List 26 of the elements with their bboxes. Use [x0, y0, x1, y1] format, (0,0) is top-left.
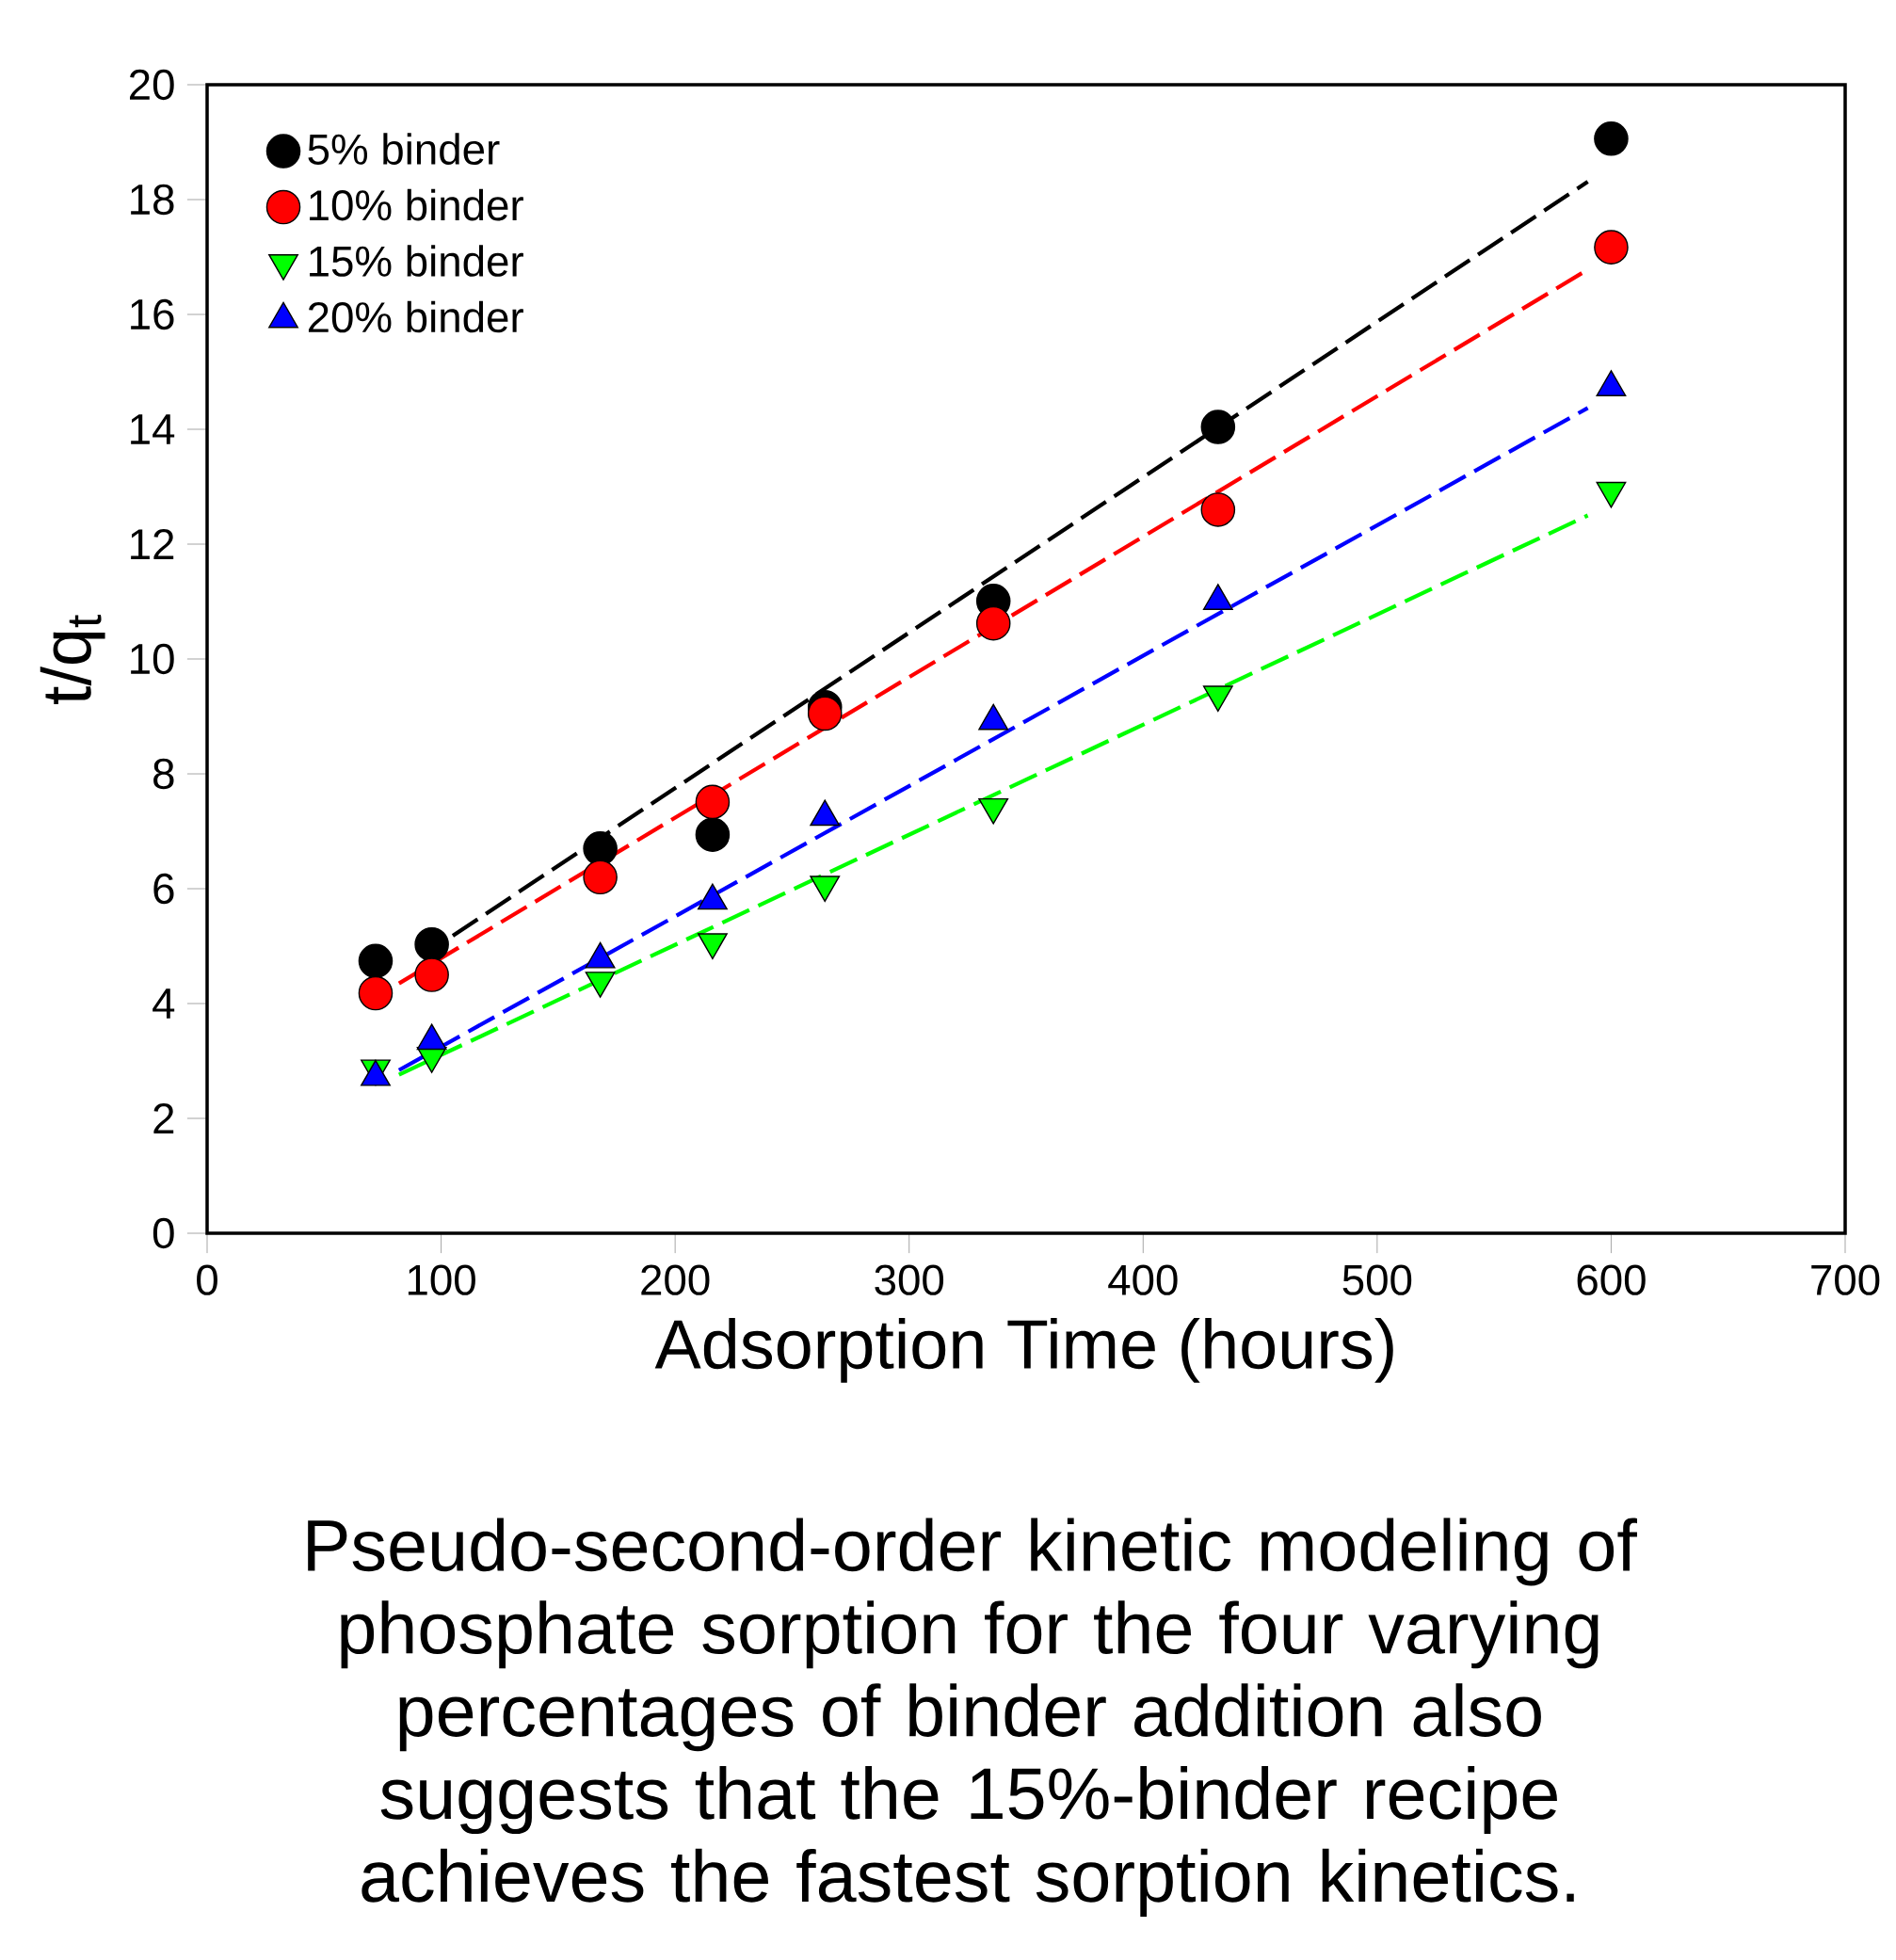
y-tick-label: 12 — [131, 529, 174, 559]
y-tick-label: 18 — [131, 184, 174, 216]
x-tick-label: 700 — [1811, 1264, 1880, 1295]
y-tick-label: 14 — [131, 414, 175, 444]
x-tick-label: 200 — [641, 1264, 710, 1295]
legend-label: 15% binder — [310, 245, 523, 277]
x-tick-label: 600 — [1577, 1264, 1646, 1295]
x-tick-label: 400 — [1108, 1264, 1178, 1295]
y-tick-label: 2 — [153, 1103, 174, 1133]
legend-label: 20% binder — [308, 300, 523, 333]
y-tick-label: 0 — [153, 1217, 174, 1249]
x-tick-label: 0 — [197, 1264, 217, 1295]
y-tick-label: 10 — [131, 643, 174, 675]
legend-label: 10% binder — [310, 188, 523, 221]
x-tick-label: 300 — [875, 1264, 944, 1295]
x-tick-label: 500 — [1342, 1264, 1412, 1295]
y-tick-label: 4 — [153, 988, 175, 1019]
y-axis-title: t/q$_{t}$ — [40, 615, 105, 704]
y-tick-label: 8 — [153, 758, 174, 790]
y-tick-label: 16 — [131, 298, 174, 330]
legend-label: 5% binder — [308, 133, 500, 165]
y-tick-label: 20 — [129, 69, 174, 101]
x-tick-label: 100 — [408, 1264, 475, 1295]
x-axis-title: Adsorption Time (hours) — [654, 1318, 1393, 1383]
text: Pseudo-second-order kinetic modeling of phosphate sorption for the four varying percentages of binder addition also suggests that the 15%-binder recipe achieves the fastest sorption kinetics. — [308, 1518, 1637, 1917]
y-tick-label: 6 — [153, 873, 174, 905]
